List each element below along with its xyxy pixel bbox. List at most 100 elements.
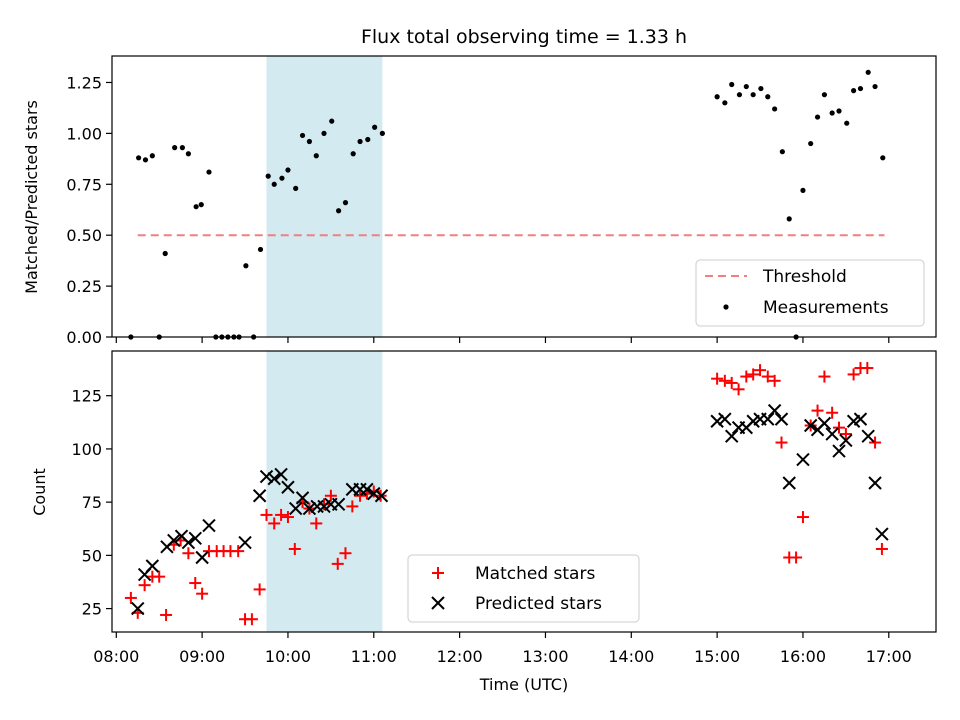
matched-stars-point (182, 547, 195, 560)
measurements-point (257, 246, 264, 253)
legend-matched-label: Matched stars (475, 564, 595, 584)
measurements-point (844, 120, 850, 126)
predicted-stars-point (195, 550, 209, 565)
measurements-point (372, 124, 378, 130)
x-tick-label: 17:00 (866, 647, 912, 666)
predicted-stars-point (267, 472, 281, 486)
predicted-stars-point (145, 559, 160, 573)
matched-stars-point (768, 374, 781, 387)
predicted-stars-point (167, 533, 181, 548)
matched-stars-point (310, 517, 323, 530)
matched-stars-point (796, 511, 809, 524)
measurements-point (750, 92, 756, 98)
bottom-legend-box (407, 554, 640, 623)
bottom-plot-frame (111, 350, 937, 633)
predicted-stars-point (839, 433, 853, 448)
matched-stars-point (839, 428, 852, 441)
measurements-point (779, 149, 785, 155)
measurements-point (714, 94, 720, 100)
measurements-point (271, 181, 277, 187)
predicted-stars-point (868, 476, 882, 490)
matched-stars-point (747, 368, 760, 381)
measurements-point (336, 208, 342, 214)
measurements-point (736, 92, 743, 98)
matched-stars-point (811, 404, 824, 417)
top-y-tick-label: 0.75 (66, 175, 102, 194)
top-y-tick-label: 0.25 (66, 277, 102, 296)
top-y-tick-label: 0.00 (66, 328, 102, 347)
matched-stars-point (875, 542, 888, 555)
predicted-stars-point (331, 497, 346, 511)
x-tick-label: 08:00 (93, 647, 139, 666)
predicted-stars-point (825, 427, 839, 441)
matched-stars-point (861, 362, 874, 375)
measurements-point (279, 175, 285, 181)
matched-stars-point (754, 364, 767, 377)
matched-stars-point (869, 436, 882, 449)
measurements-point (306, 138, 313, 145)
measurements-point (851, 88, 857, 94)
predicted-stars-point (853, 412, 868, 426)
top-legend-box (695, 259, 925, 327)
measurements-point (765, 94, 771, 100)
matched-stars-point (711, 372, 724, 385)
predicted-stars-point (302, 501, 317, 516)
predicted-stars-point (710, 414, 724, 428)
measurements-point (880, 155, 886, 161)
measurements-point (321, 130, 327, 136)
measurements-point (299, 132, 306, 139)
top-y-tick-label: 1.25 (66, 73, 102, 92)
matched-stars-point (818, 370, 831, 383)
measurements-point (179, 145, 185, 151)
measurements-point (772, 106, 778, 112)
predicted-stars-point (259, 469, 274, 484)
measurements-point (357, 138, 363, 145)
predicted-stars-point (861, 429, 875, 443)
predicted-stars-point (252, 489, 267, 503)
matched-stars-point (260, 508, 273, 521)
matched-stars-point (732, 383, 745, 396)
measurements-point (149, 153, 155, 159)
predicted-stars-point (767, 403, 782, 418)
matched-stars-point (339, 547, 352, 560)
predicted-stars-point (774, 412, 789, 426)
top-legend: Threshold Measurements (695, 259, 925, 327)
measurements-point (350, 151, 356, 157)
matched-stars-point (268, 517, 281, 530)
measurements-point (800, 187, 806, 193)
x-tick-label: 16:00 (780, 647, 826, 666)
measurements-point (379, 130, 385, 136)
measurements-point (365, 136, 371, 143)
measurements-point (136, 155, 142, 161)
matched-stars-point (331, 557, 344, 570)
top-y-axis-label: Matched/Predicted stars (22, 100, 41, 294)
predicted-stars-point (281, 480, 295, 494)
x-tick-label: 13:00 (522, 647, 568, 666)
measurements-point (243, 263, 249, 269)
x-tick-label: 11:00 (351, 647, 397, 666)
chart-title: Flux total observing time = 1.33 h (361, 26, 687, 48)
top-plot-frame (111, 55, 937, 338)
legend-predicted-label: Predicted stars (475, 594, 602, 614)
matched-stars-point (346, 500, 359, 513)
matched-stars-point (740, 370, 753, 383)
measurements-point (172, 145, 178, 151)
predicted-stars-point (782, 476, 796, 490)
measurements-point (198, 202, 204, 208)
measurements-point (329, 118, 335, 124)
bottom-y-axis-label: Count (30, 468, 49, 516)
top-y-tick-label: 0.50 (66, 226, 102, 245)
matched-stars-point (847, 368, 860, 381)
measurements-point (293, 185, 299, 191)
measurements-point (786, 216, 792, 222)
measurements-point (857, 85, 864, 92)
matched-stars-point (124, 591, 137, 604)
bottom-y-tick-label: 25 (82, 600, 102, 619)
measurements-point (743, 83, 749, 90)
predicted-stars-point (181, 535, 196, 550)
measurements-point (758, 85, 764, 92)
matched-stars-point (761, 370, 774, 383)
measurements-point (872, 83, 878, 90)
matched-stars-point (138, 579, 151, 592)
matched-stars-point (153, 570, 166, 583)
